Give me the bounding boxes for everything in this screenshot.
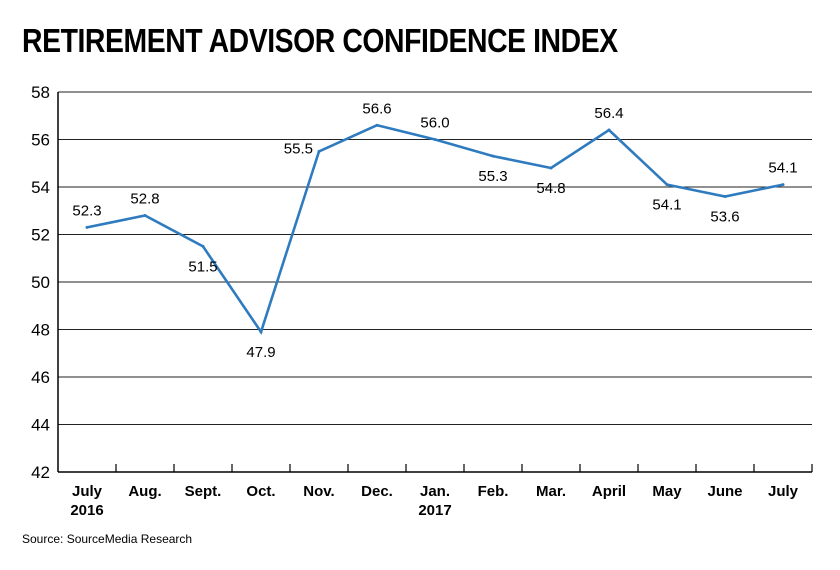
data-point	[201, 244, 205, 248]
data-point	[85, 225, 89, 229]
data-series	[85, 123, 785, 335]
x-tick-label: Dec.	[361, 483, 393, 500]
series-line	[86, 123, 784, 335]
y-tick-label: 42	[31, 463, 50, 482]
y-tick-label: 58	[31, 83, 50, 102]
data-label: 53.6	[710, 209, 739, 226]
data-point	[781, 183, 785, 187]
y-tick-label: 52	[31, 226, 50, 245]
x-tick-label: 2016	[70, 502, 103, 519]
x-tick-label: Aug.	[128, 483, 161, 500]
data-point	[607, 128, 611, 132]
data-label: 52.3	[72, 202, 101, 219]
x-tick-label: July	[768, 483, 799, 500]
axes	[57, 92, 813, 473]
data-label: 56.4	[594, 105, 623, 122]
x-tick-label: Oct.	[246, 483, 275, 500]
x-tick-label: Nov.	[303, 483, 334, 500]
x-tick-label: June	[707, 483, 742, 500]
data-point	[143, 214, 147, 217]
x-tick-label: July	[72, 483, 103, 500]
y-tick-label: 54	[31, 178, 50, 197]
data-point	[259, 330, 263, 334]
data-label: 54.1	[768, 160, 797, 177]
x-tick-label: Jan.	[420, 483, 450, 500]
gridlines	[58, 91, 812, 425]
data-label: 52.8	[130, 191, 159, 208]
data-point	[723, 195, 727, 198]
x-tick-label: May	[652, 483, 682, 500]
data-point	[491, 154, 495, 158]
data-label: 55.5	[284, 140, 313, 157]
data-label: 54.8	[536, 180, 565, 197]
x-tick-label: Feb.	[478, 483, 509, 500]
data-label: 56.0	[420, 115, 449, 132]
data-point	[665, 183, 669, 187]
data-point	[549, 166, 553, 170]
data-label: 55.3	[478, 168, 507, 185]
x-tick-label: Mar.	[536, 483, 566, 500]
x-tick-label: Sept.	[185, 483, 222, 500]
y-tick-label: 44	[31, 416, 50, 435]
y-axis-ticks: 58 56 54 52 50 48 46 44 42	[31, 83, 50, 482]
data-label: 54.1	[652, 197, 681, 214]
x-axis-ticks: July 2016 Aug. Sept. Oct. Nov. Dec. Jan. 2017 Feb…	[70, 483, 798, 519]
y-tick-label: 56	[31, 131, 50, 150]
data-label: 51.5	[188, 258, 217, 275]
data-labels: 52.3 52.8 51.5 47.9 55.5 56.6 56.0 55.3 54.8 56.4…	[72, 100, 797, 361]
chart-title: RETIREMENT ADVISOR CONFIDENCE INDEX	[22, 22, 618, 59]
data-point	[433, 138, 437, 141]
source-note: Source: SourceMedia Research	[22, 532, 193, 546]
y-tick-label: 50	[31, 273, 50, 292]
data-point	[317, 149, 321, 153]
x-tick-label: 2017	[418, 502, 451, 519]
data-label: 47.9	[246, 344, 275, 361]
data-point	[375, 123, 379, 127]
y-tick-label: 46	[31, 368, 50, 387]
x-tick-label: April	[592, 483, 626, 500]
y-tick-label: 48	[31, 321, 50, 340]
data-label: 56.6	[362, 100, 391, 117]
